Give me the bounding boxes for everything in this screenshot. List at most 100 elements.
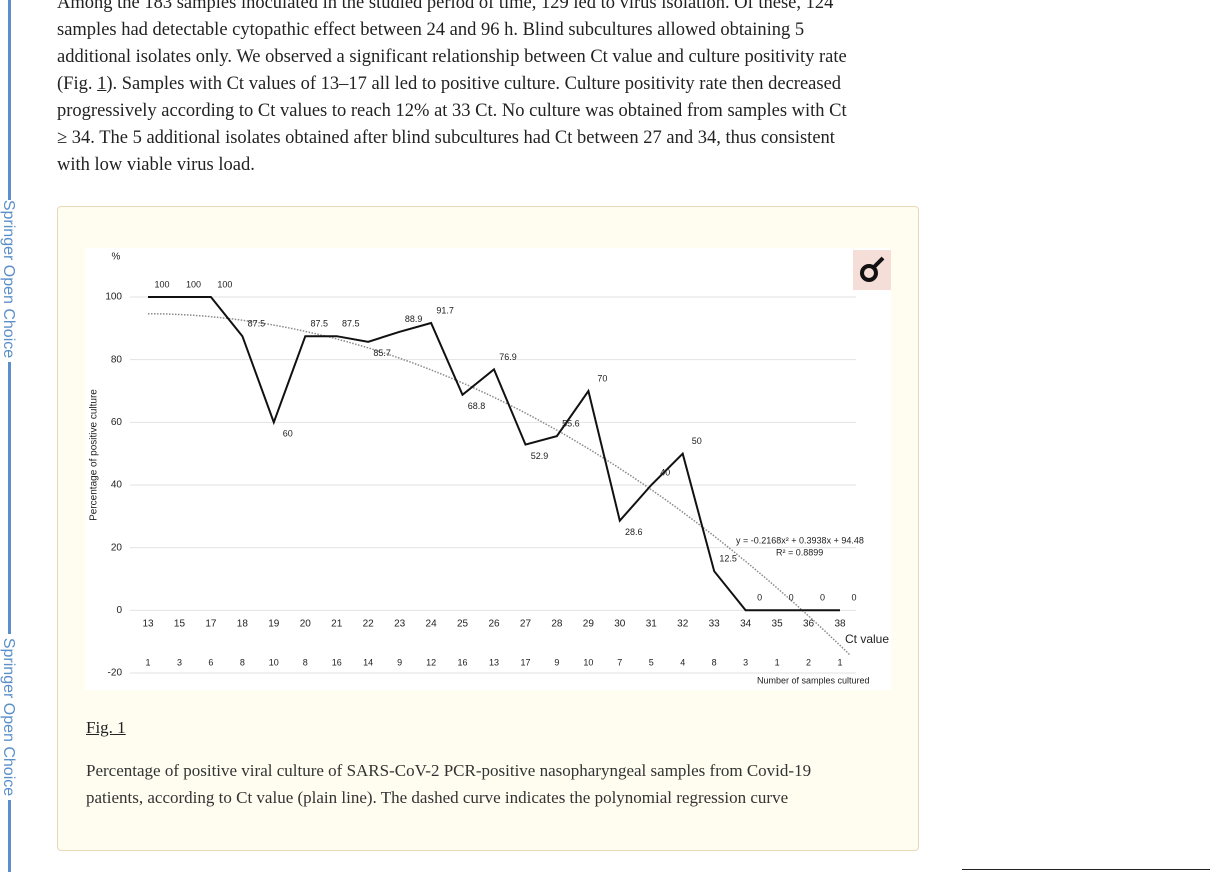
trendline-r2: R² = 0.8899 [776,547,823,557]
data-line [148,296,840,612]
data-label: 91.7 [436,305,454,315]
x-tick-label: 32 [677,619,689,630]
count-label: 13 [489,657,499,667]
text-line: (Fig. 1). Samples with Ct values of 13–1… [57,71,847,98]
sidebar-line [8,800,11,872]
sidebar-line [8,362,11,634]
logo-icon [872,256,885,269]
figure: % Percentage of positive culture -20 0 20 40 6… [57,206,919,851]
x-tick-label: 19 [268,619,280,630]
data-label: 50 [692,436,702,446]
data-label: 88.9 [405,314,423,324]
divider [962,869,1210,870]
x-tick-label: 34 [740,619,752,630]
x-tick-label: 36 [803,619,815,630]
count-label: 8 [303,657,308,667]
text-line: Among the 183 samples inoculated in the … [57,0,834,13]
data-label: 40 [660,467,670,477]
count-label: 10 [269,657,279,667]
data-label: 0 [820,593,825,603]
count-label: 14 [363,657,373,667]
caption: Percentage of positive viral culture of … [86,757,811,811]
x-tick-label: 31 [646,619,658,630]
x-tick-label: 13 [142,619,154,630]
x-tick-label: 26 [488,619,500,630]
caption-line: Percentage of positive viral culture of … [86,761,812,780]
x-tick-label: 15 [174,619,186,630]
data-label: 0 [757,593,762,603]
count-label: 1 [837,657,842,667]
text-line: with low viable virus load. [57,155,255,175]
count-label: 9 [397,657,402,667]
x-tick-label: 24 [426,619,438,630]
x-tick-label: 23 [394,619,406,630]
count-label: 9 [554,657,559,667]
data-label: 70 [597,373,607,383]
data-label: 68.8 [468,401,486,411]
chart-background [85,248,891,690]
data-label: 0 [789,593,794,603]
data-label: 87.5 [248,319,266,329]
count-label: 1 [145,657,150,667]
chart-image: % Percentage of positive culture -20 0 20 40 6… [85,248,891,695]
x-tick-label: 33 [709,619,721,630]
count-label: 6 [208,657,213,667]
sidebar-line [8,0,11,200]
x-tick-label: 38 [834,619,846,630]
data-label: 52.9 [531,451,549,461]
count-label: 2 [806,657,811,667]
logo [853,250,891,290]
data-label: 100 [186,279,201,289]
chart: %Percentage of positive culture-20020406… [85,248,891,690]
data-label: 100 [217,279,232,289]
count-label: 16 [458,657,468,667]
data-label: 0 [851,593,856,603]
trendline-equation: y = -0.2168x² + 0.3938x + 94.48 [736,535,864,545]
data-label: 100 [154,279,169,289]
y-tick-label: -20 [108,668,123,679]
figure-link[interactable]: 1 [97,74,107,94]
data-label: 76.9 [499,352,517,362]
text-line: ≥ 34. The 5 additional isolates obtained… [57,128,835,148]
count-label: 17 [520,657,530,667]
count-label: 10 [583,657,593,667]
text-line: additional isolates only. We observed a … [57,47,847,67]
y-tick-label: 20 [111,542,123,553]
count-label: 3 [743,657,748,667]
text: (Fig. [57,74,98,94]
data-label: 55.6 [562,418,580,428]
x-tick-label: 20 [300,619,312,630]
text-line: progressively according to Ct values to … [57,101,847,121]
y-axis-title: Percentage of positive culture [89,389,100,521]
x-tick-label: 27 [520,619,532,630]
count-label: 3 [177,657,182,667]
y-tick-label: 60 [111,417,123,428]
count-label: 1 [775,657,780,667]
figure-label[interactable]: Fig. 1 [86,718,126,737]
caption-line: patients, according to Ct value (plain l… [86,788,789,807]
sidebar-label: Springer Open Choice [0,637,17,797]
data-label: 12.5 [719,554,737,564]
count-label: 8 [240,657,245,667]
count-label: 16 [332,657,342,667]
data-label: 60 [283,429,293,439]
count-label: 7 [617,657,622,667]
paragraph: Among the 183 samples inoculated in the … [57,0,847,179]
count-label: 8 [712,657,717,667]
x-tick-label: 21 [331,619,343,630]
y-unit-label: % [112,252,121,263]
data-label: 87.5 [311,319,329,329]
y-tick-label: 0 [116,605,122,616]
x-tick-label: 17 [205,619,217,630]
count-label: 12 [426,657,436,667]
data-label: 28.6 [625,527,643,537]
data-label: 87.5 [342,319,360,329]
x-tick-label: 35 [772,619,784,630]
count-label: 4 [680,657,685,667]
y-tick-label: 40 [111,480,123,491]
logo-icon [860,264,878,282]
count-label: 5 [649,657,654,667]
count-title: Number of samples cultured [757,675,870,685]
data-label: 85.7 [373,348,391,358]
